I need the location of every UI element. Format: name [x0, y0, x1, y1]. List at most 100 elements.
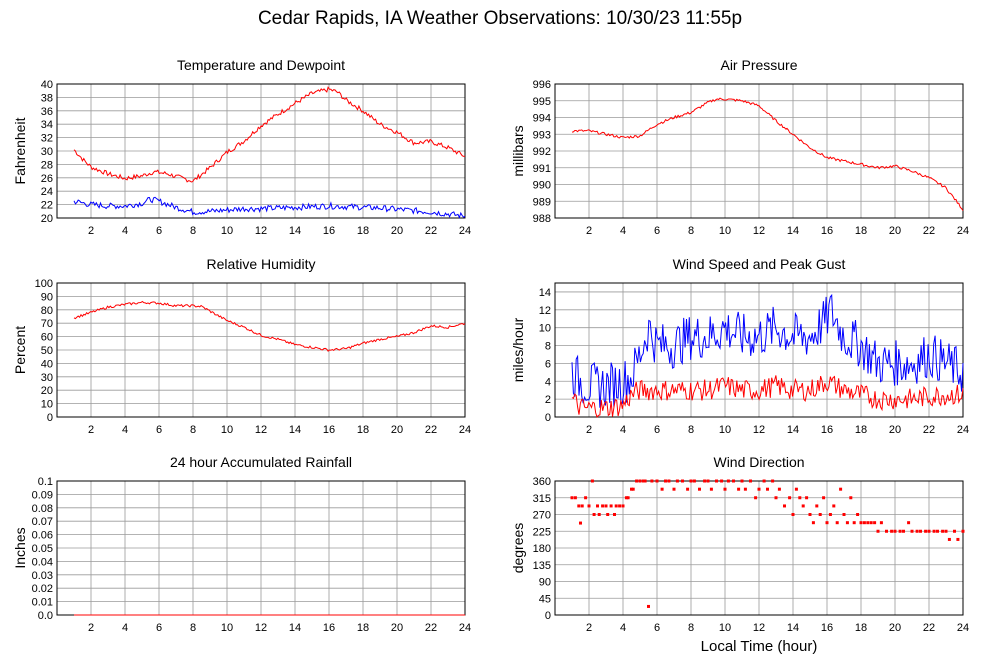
wind-direction-point	[766, 487, 769, 491]
wind-direction-point	[650, 479, 654, 483]
y-tick-label: 4	[545, 376, 551, 388]
wind-direction-point	[818, 513, 822, 516]
wind-direction-point	[842, 513, 846, 516]
wind-direction-point	[631, 487, 635, 491]
chart-title: Wind Speed and Peak Gust	[673, 256, 846, 272]
wind-direction-point	[924, 529, 928, 533]
y-tick-label: 14	[539, 287, 551, 299]
wind-direction-point	[614, 504, 618, 508]
x-tick-label: 16	[821, 424, 833, 436]
x-tick-label: 6	[156, 225, 162, 237]
x-tick-label: 14	[289, 424, 301, 436]
y-tick-label: 0	[545, 610, 551, 622]
y-axis-label: Inches	[12, 527, 28, 568]
y-tick-label: 80	[41, 305, 53, 317]
y-tick-label: 40	[41, 79, 53, 91]
chart-rh: 2 4 6 8 10 12 14 16 18 20 22 2401020304050607080901…	[12, 256, 471, 436]
series-line-temp-1	[73, 196, 466, 219]
wind-direction-point	[777, 487, 781, 491]
wind-direction-point	[732, 479, 735, 483]
y-tick-label: 40	[41, 358, 53, 370]
y-tick-label: 26	[41, 173, 53, 185]
x-tick-label: 2	[586, 424, 592, 436]
x-tick-label: 18	[855, 225, 867, 237]
wind-direction-point	[573, 496, 577, 500]
y-tick-label: 12	[539, 305, 551, 317]
wind-direction-point	[584, 496, 588, 500]
plot-frame	[554, 480, 964, 616]
wind-direction-point	[956, 537, 960, 541]
x-tick-label: 20	[391, 225, 403, 237]
y-tick-label: 0.07	[32, 516, 53, 528]
y-tick-label: 2	[545, 394, 551, 406]
x-tick-label: 10	[719, 424, 731, 436]
x-tick-label: 8	[688, 622, 694, 634]
y-tick-label: 8	[545, 341, 551, 353]
x-tick-label: 16	[323, 622, 335, 634]
x-tick-label: 22	[425, 225, 437, 237]
wind-direction-point	[709, 487, 713, 491]
wind-direction-point	[852, 521, 856, 525]
y-tick-label: 996	[533, 79, 551, 91]
wind-direction-point	[630, 487, 633, 491]
wind-direction-point	[667, 479, 671, 483]
chart-rain: 2 4 6 8 10 12 14 16 18 20 22 240.00.010.020.030.040…	[12, 454, 471, 634]
x-tick-label: 8	[688, 424, 694, 436]
y-tick-label: 989	[533, 196, 551, 208]
wind-direction-point	[849, 496, 853, 500]
y-tick-label: 10	[41, 399, 53, 411]
wind-direction-point	[643, 479, 647, 483]
wind-direction-point	[660, 487, 664, 491]
y-tick-label: 36	[41, 106, 53, 118]
x-tick-label: 24	[459, 424, 471, 436]
y-tick-label: 70	[41, 318, 53, 330]
x-tick-label: 22	[425, 424, 437, 436]
x-tick-label: 22	[923, 424, 935, 436]
x-tick-label: 12	[753, 424, 765, 436]
y-tick-label: 360	[533, 476, 551, 488]
wind-direction-point	[907, 521, 911, 525]
wind-direction-point	[647, 604, 650, 608]
y-tick-label: 225	[533, 526, 551, 538]
y-axis-label: Percent	[12, 326, 28, 374]
y-tick-label: 994	[533, 113, 551, 125]
wind-direction-point	[932, 529, 936, 533]
x-tick-label: 14	[787, 225, 799, 237]
y-tick-label: 993	[533, 129, 551, 141]
wind-direction-point	[689, 479, 693, 483]
y-tick-label: 0	[47, 412, 53, 424]
chart-title: Relative Humidity	[207, 256, 316, 272]
chart-pressure: 2 4 6 8 10 12 14 16 18 20 22 2498898999099199299399…	[510, 57, 969, 237]
x-tick-label: 2	[88, 424, 94, 436]
y-tick-label: 0.06	[32, 530, 53, 542]
wind-direction-point	[613, 513, 616, 516]
x-tick-label: 18	[357, 225, 369, 237]
y-axis-label: Fahrenheit	[12, 117, 28, 184]
x-tick-label: 14	[289, 622, 301, 634]
wind-direction-point	[737, 487, 741, 491]
x-tick-label: 16	[323, 225, 335, 237]
series-line-wind-0	[571, 293, 964, 408]
x-tick-label: 10	[221, 225, 233, 237]
y-tick-label: 30	[41, 146, 53, 158]
y-tick-label: 0.04	[32, 556, 53, 568]
wind-direction-point	[915, 529, 919, 533]
y-tick-label: 28	[41, 159, 53, 171]
x-tick-label: 18	[855, 424, 867, 436]
x-tick-label: 2	[586, 622, 592, 634]
x-tick-label: 20	[889, 225, 901, 237]
wind-direction-point	[798, 496, 802, 500]
wind-direction-point	[638, 479, 642, 483]
x-tick-label: 6	[156, 424, 162, 436]
wind-direction-point	[577, 504, 581, 508]
y-tick-label: 90	[41, 291, 53, 303]
x-tick-label: 24	[957, 225, 969, 237]
wind-direction-point	[862, 521, 866, 525]
x-tick-label: 4	[620, 225, 626, 237]
x-tick-label: 16	[323, 424, 335, 436]
wind-direction-point	[856, 513, 860, 516]
wind-direction-point	[720, 479, 724, 483]
wind-direction-point	[910, 529, 914, 533]
y-tick-label: 0.1	[38, 476, 53, 488]
x-tick-label: 4	[620, 622, 626, 634]
